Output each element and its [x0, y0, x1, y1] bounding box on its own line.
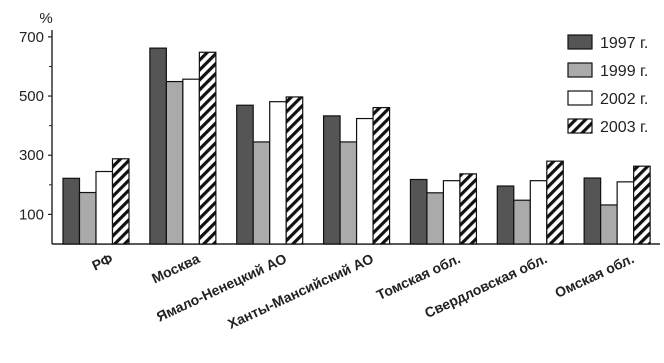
bar	[529, 180, 548, 245]
legend-swatch	[567, 118, 593, 134]
y-axis-unit: %	[39, 10, 52, 27]
bar	[513, 199, 531, 245]
bar	[442, 180, 461, 245]
bar	[372, 106, 391, 245]
legend-swatch	[567, 90, 593, 106]
bar	[496, 185, 515, 245]
legend-label: 1997 г.	[600, 35, 648, 52]
bar	[62, 177, 81, 245]
y-tick-label: 100	[19, 206, 44, 223]
category-label: Москва	[149, 250, 202, 286]
chart-legend: 1997 г. 1999 г. 2002 г. 2003 г.	[567, 34, 648, 136]
bar	[546, 160, 564, 245]
legend-label: 2002 г.	[600, 91, 648, 108]
bar	[269, 101, 287, 245]
y-tick-label: 300	[19, 147, 44, 164]
bar	[426, 192, 445, 245]
bar	[95, 170, 114, 245]
legend-label: 2003 г.	[600, 119, 648, 136]
bar	[285, 96, 304, 245]
bar	[111, 158, 130, 245]
bar	[459, 173, 478, 245]
bar	[149, 47, 167, 245]
bar	[583, 177, 602, 245]
category-label: Омская обл.	[552, 250, 636, 301]
bar	[322, 115, 341, 245]
legend-swatch	[567, 62, 593, 78]
bar	[339, 141, 358, 245]
bar	[616, 181, 635, 245]
legend-swatch	[567, 34, 593, 50]
bar	[236, 104, 254, 245]
chart-bars	[62, 47, 651, 245]
legend-label: 1999 г.	[600, 63, 648, 80]
category-label: Ханты-Мансийский АО	[225, 250, 376, 332]
bar	[355, 117, 374, 245]
category-label: РФ	[89, 250, 115, 273]
bar	[633, 165, 651, 245]
y-tick-label: 700	[19, 29, 44, 46]
bar	[600, 204, 618, 245]
bar	[78, 191, 97, 245]
bar	[182, 78, 200, 245]
bar	[165, 80, 184, 245]
bar	[252, 141, 271, 245]
bar	[198, 51, 217, 245]
bar	[409, 178, 428, 245]
y-tick-label: 500	[19, 88, 44, 105]
